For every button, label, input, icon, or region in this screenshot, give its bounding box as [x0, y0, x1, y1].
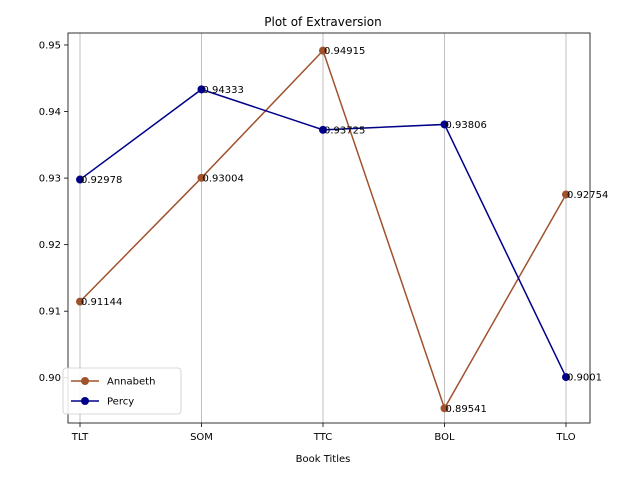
legend-label-annabeth: Annabeth — [107, 377, 155, 388]
data-label-annabeth-tlo: 0.92754 — [567, 190, 608, 201]
point-annabeth-ttc — [319, 46, 327, 55]
data-label-percy-tlt: 0.92978 — [81, 175, 122, 186]
point-annabeth-bol — [440, 404, 449, 413]
y-tick-label-5: 0.95 — [39, 40, 61, 51]
data-label-annabeth-som: 0.93004 — [203, 173, 244, 184]
point-percy-som — [197, 85, 206, 94]
x-tick-label-tlo: TLO — [555, 432, 575, 443]
legend-box — [62, 367, 182, 415]
point-percy-tlo — [562, 373, 570, 382]
data-label-percy-ttc: 0.93725 — [324, 125, 365, 136]
data-label-annabeth-bol: 0.89541 — [446, 404, 487, 415]
y-tick-label-4: 0.94 — [39, 107, 61, 118]
x-tick-label-som: SOM — [190, 432, 213, 443]
series — [76, 46, 570, 413]
x-axis-label: Book Titles — [296, 454, 351, 465]
point-annabeth-tlt — [76, 297, 84, 306]
legend-marker-percy — [81, 397, 89, 405]
y-tick-label-1: 0.91 — [39, 307, 61, 318]
data-label-annabeth-ttc: 0.94915 — [324, 46, 365, 57]
data-label-percy-tlo: 0.9001 — [567, 373, 602, 384]
legend-marker-annabeth — [81, 377, 89, 385]
data-labels: 0.91144 0.93004 0.94915 0.89541 0.92754 0.929… — [81, 46, 608, 415]
x-tick-label-ttc: TTC — [313, 432, 332, 443]
point-percy-bol — [440, 120, 449, 129]
y-tick-label-0: 0.90 — [39, 373, 61, 384]
axes: TLT SOM TTC BOL TLO 0.90 0.91 0.92 0.93 0.94 0.95 — [39, 32, 591, 443]
x-tick-label-tlt: TLT — [71, 432, 89, 443]
point-annabeth-som — [197, 173, 206, 182]
y-tick-label-3: 0.93 — [39, 174, 61, 185]
data-label-annabeth-tlt: 0.91144 — [81, 297, 122, 308]
grid-lines — [79, 33, 567, 423]
point-annabeth-tlo — [562, 190, 570, 199]
legend-label-percy: Percy — [107, 397, 134, 408]
chart-title: Plot of Extraversion — [264, 15, 381, 29]
y-tick-label-2: 0.92 — [39, 240, 61, 251]
point-percy-tlt — [76, 175, 84, 184]
x-tick-label-bol: BOL — [434, 432, 455, 443]
plot-frame — [67, 32, 591, 424]
point-percy-ttc — [319, 125, 327, 134]
legend: Annabeth Percy — [62, 367, 182, 415]
data-label-percy-som: 0.94333 — [203, 85, 244, 96]
data-label-percy-bol: 0.93806 — [446, 120, 487, 131]
